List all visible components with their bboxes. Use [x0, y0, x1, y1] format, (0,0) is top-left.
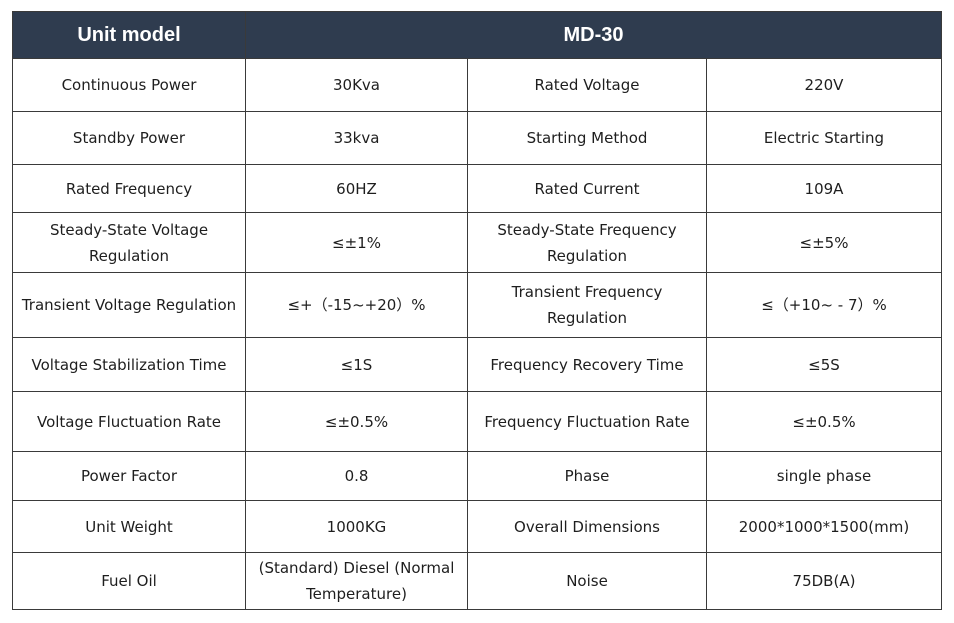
spec-body: Continuous Power 30Kva Rated Voltage 220V St…	[12, 58, 942, 610]
spec-value: ≤±1%	[245, 212, 468, 273]
table-row: Power Factor 0.8 Phase single phase	[12, 451, 942, 501]
spec-label: Transient Voltage Regulation	[12, 272, 246, 338]
spec-label: Standby Power	[12, 111, 246, 165]
spec-value: ≤±5%	[706, 212, 942, 273]
spec-label: Rated Current	[467, 164, 707, 213]
spec-value: ≤（+10~ - 7）%	[706, 272, 942, 338]
table-row: Transient Voltage Regulation ≤+（-15~+20）%…	[12, 272, 942, 338]
spec-label: Rated Voltage	[467, 58, 707, 112]
spec-label: Steady-State Frequency Regulation	[467, 212, 707, 273]
spec-value: 1000KG	[245, 500, 468, 553]
spec-value: Electric Starting	[706, 111, 942, 165]
spec-value: ≤5S	[706, 337, 942, 392]
spec-value: 30Kva	[245, 58, 468, 112]
spec-value: 75DB(A)	[706, 552, 942, 610]
spec-value: 2000*1000*1500(mm)	[706, 500, 942, 553]
spec-label: Noise	[467, 552, 707, 610]
spec-label: Voltage Fluctuation Rate	[12, 391, 246, 452]
spec-label: Starting Method	[467, 111, 707, 165]
spec-label: Unit Weight	[12, 500, 246, 553]
spec-table: Unit model MD-30 Continuous Power 30Kva Ra…	[12, 11, 942, 610]
spec-label: Voltage Stabilization Time	[12, 337, 246, 392]
spec-label: Steady-State Voltage Regulation	[12, 212, 246, 273]
table-row: Unit Weight 1000KG Overall Dimensions 2000*…	[12, 500, 942, 553]
table-row: Steady-State Voltage Regulation ≤±1% Stead…	[12, 212, 942, 273]
spec-label: Phase	[467, 451, 707, 501]
spec-value: 60HZ	[245, 164, 468, 213]
spec-label: Continuous Power	[12, 58, 246, 112]
header-row: Unit model MD-30	[12, 11, 942, 59]
table-row: Fuel Oil (Standard) Diesel (Normal Temper…	[12, 552, 942, 610]
spec-label: Frequency Recovery Time	[467, 337, 707, 392]
spec-label: Transient Frequency Regulation	[467, 272, 707, 338]
table-row: Rated Frequency 60HZ Rated Current 109A	[12, 164, 942, 213]
spec-sheet: Unit model MD-30 Continuous Power 30Kva Ra…	[12, 11, 942, 610]
table-row: Continuous Power 30Kva Rated Voltage 220V	[12, 58, 942, 112]
spec-label: Overall Dimensions	[467, 500, 707, 553]
spec-value: 0.8	[245, 451, 468, 501]
spec-value: 109A	[706, 164, 942, 213]
unit-model-value: MD-30	[245, 11, 942, 59]
spec-label: Frequency Fluctuation Rate	[467, 391, 707, 452]
spec-label: Rated Frequency	[12, 164, 246, 213]
spec-value: (Standard) Diesel (Normal Temperature)	[245, 552, 468, 610]
spec-label: Fuel Oil	[12, 552, 246, 610]
table-row: Voltage Fluctuation Rate ≤±0.5% Frequency …	[12, 391, 942, 452]
table-row: Standby Power 33kva Starting Method Electri…	[12, 111, 942, 165]
spec-value: 220V	[706, 58, 942, 112]
spec-value: ≤±0.5%	[706, 391, 942, 452]
spec-value: ≤±0.5%	[245, 391, 468, 452]
spec-value: single phase	[706, 451, 942, 501]
spec-label: Power Factor	[12, 451, 246, 501]
spec-value: ≤1S	[245, 337, 468, 392]
table-row: Voltage Stabilization Time ≤1S Frequency R…	[12, 337, 942, 392]
spec-value: 33kva	[245, 111, 468, 165]
unit-model-label: Unit model	[12, 11, 246, 59]
spec-value: ≤+（-15~+20）%	[245, 272, 468, 338]
